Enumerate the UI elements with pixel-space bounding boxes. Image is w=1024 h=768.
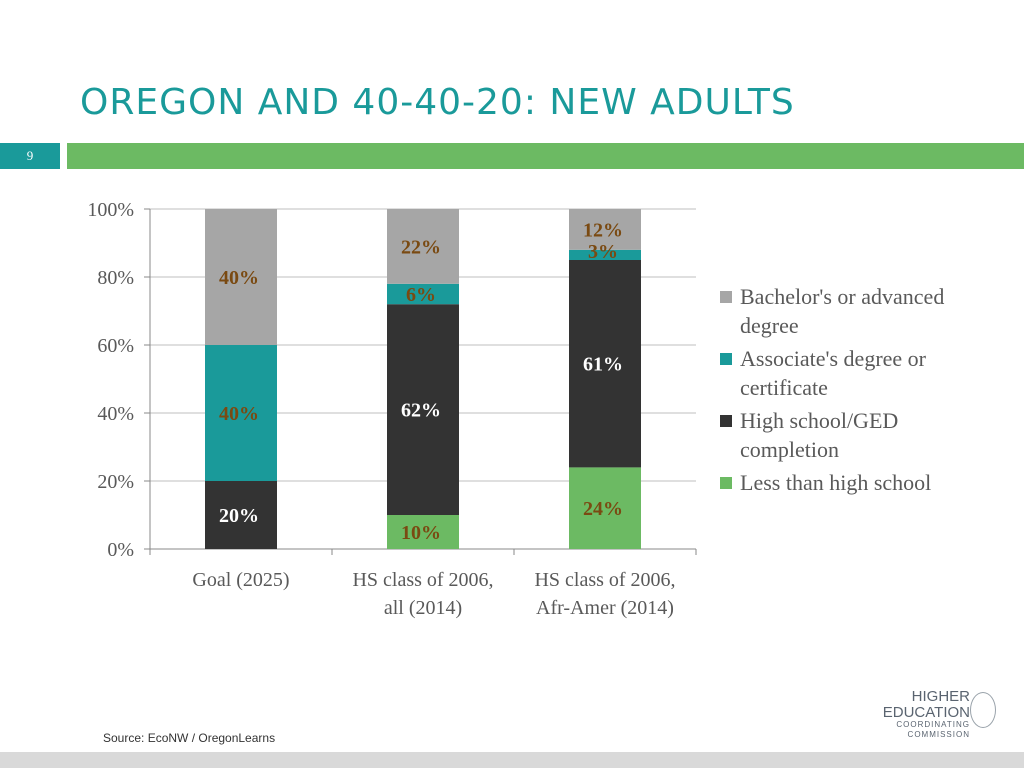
data-label: 40% xyxy=(219,267,259,289)
data-label: 12% xyxy=(583,219,623,241)
legend-swatch-associates xyxy=(720,353,732,365)
data-label: 22% xyxy=(401,236,441,258)
y-tick-label: 60% xyxy=(97,335,134,357)
hecc-logo: HIGHER EDUCATION COORDINATING COMMISSION xyxy=(882,686,996,744)
legend-item-high-school: High school/GED completion xyxy=(720,406,1000,464)
slide-title: OREGON AND 40-40-20: NEW ADULTS xyxy=(80,82,795,123)
legend-item-less-than-hs: Less than high school xyxy=(720,468,1000,497)
title-divider-bar xyxy=(67,143,1024,169)
legend-swatch-bachelors xyxy=(720,291,732,303)
page-number: 9 xyxy=(0,143,60,169)
bar-segment xyxy=(205,345,277,481)
legend-item-bachelors: Bachelor's or advanced degree xyxy=(720,282,1000,340)
y-tick-label: 0% xyxy=(107,539,134,561)
legend-label-high-school: High school/GED completion xyxy=(740,408,899,462)
legend-item-associates: Associate's degree or certificate xyxy=(720,344,1000,402)
bar-segment xyxy=(569,260,641,468)
footer-band xyxy=(0,752,1024,768)
x-category-label: HS class of 2006, xyxy=(352,569,493,591)
logo-line-2: EDUCATION xyxy=(882,704,970,721)
logo-line-1: HIGHER xyxy=(911,688,970,705)
y-tick-label: 100% xyxy=(87,199,134,221)
data-label: 40% xyxy=(219,403,259,425)
legend-label-less-than-hs: Less than high school xyxy=(740,470,932,495)
data-label: 10% xyxy=(401,522,441,544)
data-label: 20% xyxy=(219,505,259,527)
data-label: 6% xyxy=(406,284,436,306)
data-label: 3% xyxy=(588,241,618,263)
x-category-label: all (2014) xyxy=(384,597,462,619)
bar-segment xyxy=(205,481,277,549)
bar-segment xyxy=(387,209,459,284)
bar-segment xyxy=(569,209,641,250)
data-label: 61% xyxy=(583,354,623,376)
legend-swatch-high-school xyxy=(720,415,732,427)
stacked-bar-chart: 0% 20% 40% 60% 80% 100% 20% 40% 40% Goal (2025) 10… xyxy=(87,199,697,619)
bar-segment xyxy=(387,304,459,515)
x-category-label: HS class of 2006, xyxy=(534,569,675,591)
y-tick-label: 80% xyxy=(97,267,134,289)
chart-legend: Bachelor's or advanced degree Associate'… xyxy=(720,282,1000,501)
bar-segment xyxy=(569,249,641,260)
bar-segment xyxy=(569,467,641,549)
legend-label-bachelors: Bachelor's or advanced degree xyxy=(740,284,945,338)
x-category-label: Goal (2025) xyxy=(192,569,289,591)
data-label: 62% xyxy=(401,400,441,422)
x-category-label: Afr-Amer (2014) xyxy=(536,597,674,619)
bar-segment xyxy=(387,515,459,549)
legend-label-associates: Associate's degree or certificate xyxy=(740,346,927,400)
data-label: 24% xyxy=(583,498,623,520)
bar-segment xyxy=(205,209,277,345)
legend-swatch-less-than-hs xyxy=(720,477,732,489)
y-tick-label: 40% xyxy=(97,403,134,425)
logo-line-4: COMMISSION xyxy=(907,730,970,739)
source-note: Source: EcoNW / OregonLearns xyxy=(103,731,276,745)
y-tick-label: 20% xyxy=(97,471,134,493)
state-seal-icon xyxy=(970,692,996,728)
bar-segment xyxy=(387,283,459,305)
logo-line-3: COORDINATING xyxy=(896,720,970,729)
